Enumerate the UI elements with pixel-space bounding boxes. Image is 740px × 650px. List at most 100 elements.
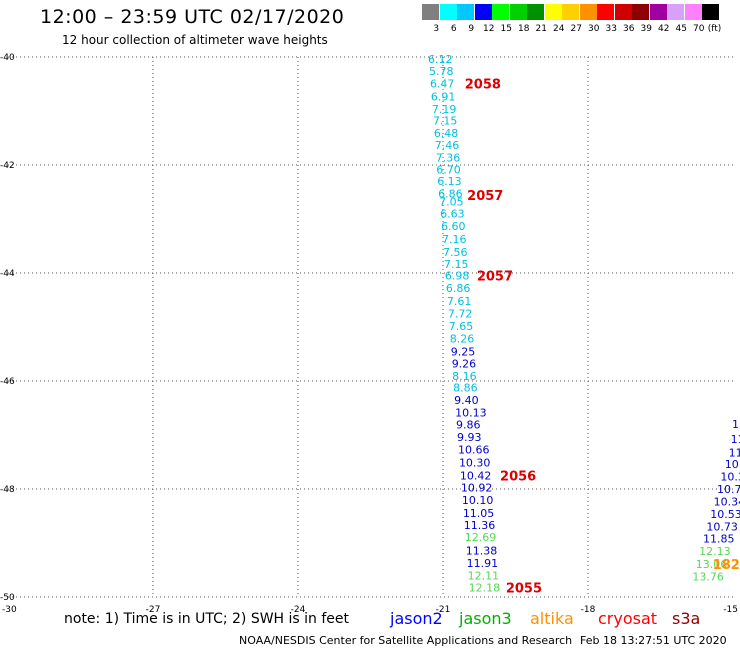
swh-value-label: 7.15 (433, 115, 458, 128)
colorbar-swatch (544, 4, 562, 20)
swh-value-label: 11.91 (467, 557, 499, 570)
swh-value-label: 6.86 (446, 282, 471, 295)
colorbar-swatch (439, 4, 457, 20)
swh-value-label: 11.38 (466, 545, 498, 558)
pass-time-label: 2057 (467, 189, 503, 204)
colorbar-label: 21 (535, 24, 547, 34)
pass-time-label: 2055 (506, 581, 542, 596)
colorbar-swatch (562, 4, 579, 20)
colorbar-label: 12 (483, 24, 495, 34)
colorbar-label: 27 (570, 24, 582, 34)
colorbar-swatch (474, 4, 492, 20)
satellite-label-jason2: jason2 (390, 609, 443, 628)
swh-value-label: 9.93 (457, 431, 482, 444)
swh-value-label: 6.12 (428, 53, 453, 66)
swh-value-label: 9.25 (451, 345, 476, 358)
swh-value-label: 9.26 (452, 358, 477, 371)
swh-value-label: 7.46 (435, 139, 460, 152)
swh-value-label: 12.18 (469, 581, 501, 594)
swh-value-label: 1 (732, 418, 739, 431)
swh-value-label: 6.63 (440, 208, 465, 221)
swh-value-label: 7.15 (444, 258, 469, 271)
swh-value-label: 8.86 (453, 381, 478, 394)
x-tick-label: -15 (723, 605, 738, 615)
swh-value-label: 10.32 (720, 471, 740, 484)
swh-value-label: 5.78 (429, 65, 454, 78)
colorbar-swatch (649, 4, 667, 20)
colorbar-swatch (684, 4, 702, 20)
swh-value-label: 6.60 (441, 220, 466, 233)
swh-value-label: 10.92 (461, 481, 493, 494)
swh-value-label: 11. (729, 446, 740, 459)
swh-value-label: 9.86 (456, 419, 481, 432)
swh-value-label: 7.56 (443, 246, 468, 259)
y-tick-label: -48 (0, 485, 15, 495)
swh-value-label: 10.73 (706, 520, 738, 533)
x-tick-label: -27 (146, 605, 161, 615)
x-tick-label: -18 (581, 605, 596, 615)
swh-value-label: 7.19 (432, 103, 457, 116)
colorbar-swatch (509, 4, 527, 20)
swh-value-label: 7.65 (449, 320, 474, 333)
swh-value-label: 6.91 (431, 90, 456, 103)
colorbar-swatch (632, 4, 649, 20)
swh-value-label: 8.16 (452, 370, 477, 383)
y-tick-label: -40 (0, 53, 15, 63)
generated-timestamp: Feb 18 13:27:51 UTC 2020 (580, 634, 727, 647)
colorbar-unit: (ft) (707, 24, 722, 34)
swh-value-label: 6.48 (434, 127, 459, 140)
swh-value-label: 10.13 (455, 406, 487, 419)
swh-value-label: 10.34 (714, 495, 740, 508)
satellite-label-s3a: s3a (672, 609, 701, 628)
swh-value-label: 10.77 (717, 483, 740, 496)
x-tick-label: -21 (436, 605, 451, 615)
swh-value-label: 11.05 (463, 507, 495, 520)
y-tick-label: -46 (0, 377, 15, 387)
colorbar-swatch (422, 4, 439, 20)
credit-line: NOAA/NESDIS Center for Satellite Applica… (239, 634, 573, 647)
colorbar-label: 3 (433, 24, 440, 34)
colorbar-label: 33 (605, 24, 617, 34)
swh-value-label: 7.61 (447, 295, 472, 308)
swh-value-label: 10.9 (725, 458, 740, 471)
colorbar-swatch (492, 4, 509, 20)
colorbar-swatch (702, 4, 719, 20)
swh-value-label: 11.85 (703, 533, 735, 546)
x-tick-label: -24 (291, 605, 306, 615)
swh-value-label: 6.47 (430, 77, 455, 90)
satellite-label-jason3: jason3 (459, 609, 512, 628)
swh-value-label: 13.76 (692, 570, 724, 583)
swh-value-label: 8.26 (450, 332, 475, 345)
swh-value-label: 7.16 (442, 233, 467, 246)
swh-value-label: 10.53 (710, 508, 740, 521)
swh-value-label: 7.05 (439, 196, 464, 209)
swh-value-label: 10.30 (459, 457, 491, 470)
colorbar-label: 39 (640, 24, 652, 34)
colorbar-swatch (597, 4, 614, 20)
colorbar-label: 30 (588, 24, 600, 34)
swh-value-label: 12.11 (468, 569, 500, 582)
swh-value-label: 11.36 (464, 519, 496, 532)
swh-value-label: 7.72 (448, 308, 473, 321)
y-tick-label: -50 (0, 593, 15, 603)
colorbar-label: 24 (553, 24, 565, 34)
satellite-label-cryosat: cryosat (598, 609, 658, 628)
swh-value-label: 6.98 (445, 270, 470, 283)
pass-time-label: 182 (713, 558, 740, 573)
swh-value-label: 12.69 (465, 531, 497, 544)
swh-value-label: 10.66 (458, 444, 490, 457)
chart-title: 12:00 – 23:59 UTC 02/17/2020 (40, 6, 345, 28)
swh-value-label: 10.42 (460, 470, 492, 483)
colorbar-label: 45 (675, 24, 687, 34)
colorbar-swatch (527, 4, 544, 20)
swh-value-label: 11 (731, 433, 740, 446)
satellite-label-altika: altika (530, 609, 574, 628)
colorbar-label: 70 (693, 24, 705, 34)
swh-value-label: 6.70 (436, 163, 461, 176)
colorbar-label: 36 (623, 24, 635, 34)
y-tick-label: -42 (0, 161, 15, 171)
colorbar-swatch (457, 4, 474, 20)
pass-time-label: 2058 (465, 77, 501, 92)
pass-time-label: 2057 (477, 270, 513, 285)
